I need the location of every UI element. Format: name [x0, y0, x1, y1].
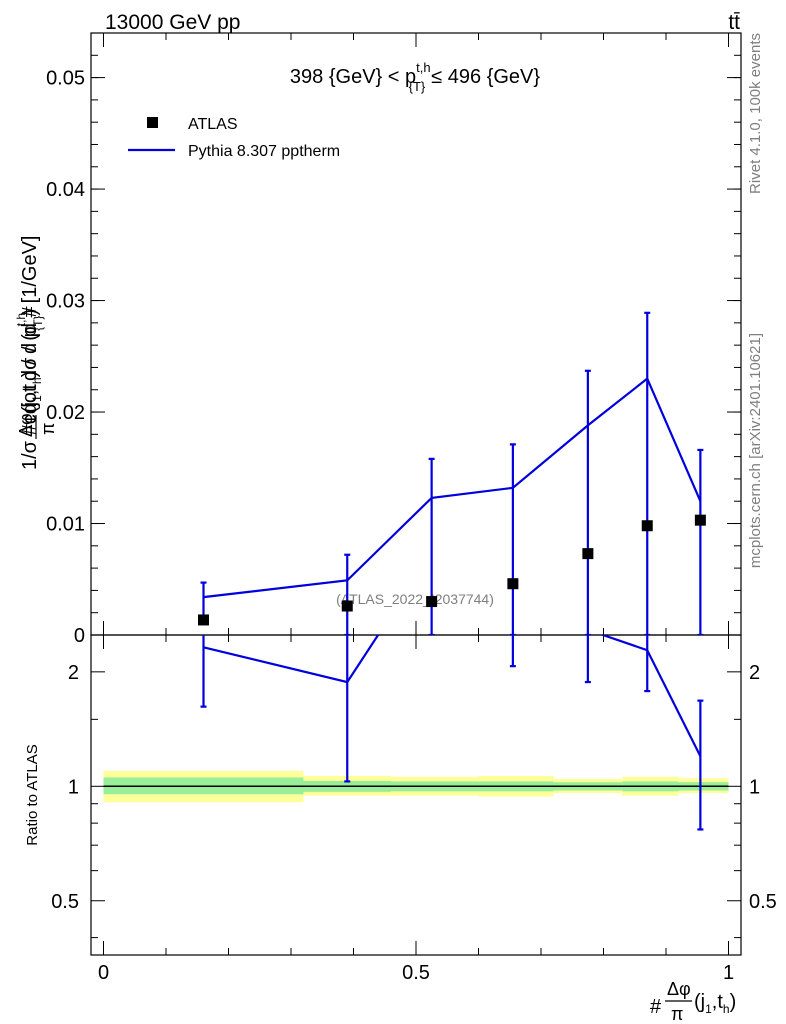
xlabel-b: ,t: [712, 991, 724, 1013]
main-mc-series: [200, 311, 704, 635]
main-y-axis: 0 0.01 0.02 0.03 0.04 0.05: [46, 32, 741, 647]
ylabel-d-sub: {T}: [31, 316, 45, 331]
ratio-ytick-label-left-0: 0.5: [51, 891, 79, 913]
analysis-watermark: (ATLAS_2022_I2037744): [336, 591, 494, 607]
main-ytick-label-0: 0: [74, 625, 85, 647]
main-atlas-point-3: [507, 578, 519, 590]
main-atlas-point-1: [341, 600, 353, 612]
svg-text:(j1,th): (j1,th): [694, 991, 736, 1016]
ratio-ytick-label-right-1: 1: [749, 776, 760, 798]
main-mc-line: [203, 376, 702, 599]
xlabel-a-sub: 1: [705, 1002, 712, 1016]
legend-atlas-marker: [147, 117, 158, 128]
ratio-ytick-label-left-2: 2: [68, 662, 79, 684]
header-right-label: tt̄: [728, 11, 740, 34]
main-ytick-label-2: 0.02: [46, 402, 85, 424]
main-atlas-point-2: [426, 596, 438, 608]
mcplots-label: mcplots.cern.ch [arXiv:2401.10621]: [747, 333, 764, 568]
legend-atlas-label: ATLAS: [188, 116, 238, 133]
ratio-ytick-label-left-1: 1: [68, 776, 79, 798]
xtick-label-2: 1: [723, 962, 734, 984]
ratio-mc-line: [203, 635, 702, 757]
xlabel-frac-num: Δφ: [667, 979, 691, 999]
ratio-ytick-label-right-0: 0.5: [749, 891, 777, 913]
main-ytick-label-5: 0.05: [46, 68, 85, 90]
xlabel-b-sub: h: [723, 1002, 730, 1016]
title-post: ≤ 496 {GeV}: [431, 66, 540, 88]
ylabel-frac-num: Δφ: [16, 413, 36, 437]
rivet-version-label: Rivet 4.1.0, 100k events: [747, 33, 764, 194]
x-axis: 0 0.5 1: [98, 33, 734, 984]
main-atlas-series: [198, 514, 706, 626]
ylabel-b: (j: [19, 402, 41, 413]
main-atlas-point-6: [694, 514, 706, 526]
ylabel-c-sub: h: [30, 377, 44, 384]
ratio-y-axis-label: Ratio to ATLAS: [24, 744, 41, 845]
ylabel-c: ,t: [19, 384, 41, 396]
ylabel-d-sup: t,h: [14, 313, 28, 326]
main-y-axis-label: 1/σ #cdot dσ / (d # Δφ π (j1,th) / d pt,…: [14, 236, 58, 470]
x-axis-label: # Δφ π (j1,th): [650, 979, 736, 1024]
main-atlas-point-0: [198, 614, 209, 626]
svg-text:(j1,th) / d pt,h{T}) [1/GeV]: (j1,th) / d pt,h {T}) [1/GeV]: [14, 236, 45, 413]
ratio-mc-series: [200, 635, 704, 831]
ylabel-frac-den: π: [38, 423, 58, 435]
header-left-label: 13000 GeV pp: [105, 11, 240, 34]
xtick-label-0: 0: [98, 962, 109, 984]
legend-mc-label: Pythia 8.307 pptherm: [188, 143, 340, 160]
title-pre: 398 {GeV} < p: [290, 66, 416, 88]
ylabel-e: ) [1/GeV]: [19, 236, 41, 316]
xlabel-c: ): [730, 991, 737, 1013]
main-atlas-point-4: [582, 548, 594, 560]
ylabel-d: ) / d p: [19, 326, 41, 377]
ratio-ytick-label-right-2: 2: [749, 662, 760, 684]
main-ytick-label-3: 0.03: [46, 291, 85, 313]
ratio-y-axis: 0.5 0.5 1 1 2 2: [51, 662, 777, 939]
title-sup: t,h: [416, 60, 430, 75]
xtick-label-1: 0.5: [402, 962, 430, 984]
main-atlas-point-5: [641, 520, 653, 532]
xlabel-pre: #: [650, 996, 662, 1018]
xlabel-frac-den: π: [671, 1004, 683, 1024]
chart-title: 398 {GeV} < pt,h {T} ≤ 496 {GeV}: [290, 60, 540, 94]
main-ytick-label-4: 0.04: [46, 179, 85, 201]
title-sub: {T}: [409, 79, 426, 94]
ylabel-b-sub: 1: [30, 395, 44, 402]
legend: ATLAS Pythia 8.307 pptherm: [128, 116, 340, 160]
xlabel-a: (j: [694, 991, 705, 1013]
main-ytick-label-1: 0.01: [46, 514, 85, 536]
